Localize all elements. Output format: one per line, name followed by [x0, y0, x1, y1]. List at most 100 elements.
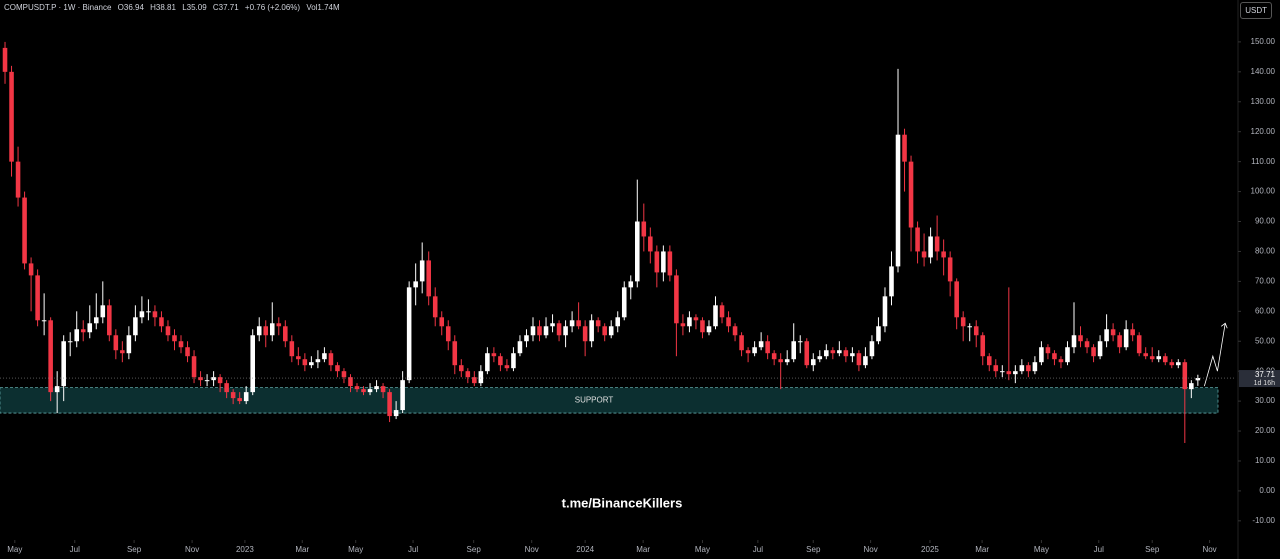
candle-body	[400, 380, 405, 411]
candle-body	[921, 251, 927, 258]
candle-body	[543, 326, 549, 336]
candle-body	[1104, 329, 1109, 342]
candle-body	[582, 326, 588, 342]
candle-body	[302, 359, 308, 366]
x-tick-label: Sep	[806, 545, 821, 554]
candle-body	[1123, 329, 1129, 348]
candle-body	[191, 356, 197, 378]
candle-body	[778, 359, 783, 363]
candle-body	[876, 326, 881, 342]
x-tick-label: Nov	[1202, 545, 1216, 554]
candle-body	[107, 305, 112, 336]
x-tick-label: 2023	[236, 545, 254, 554]
x-tick-label: Mar	[636, 545, 650, 554]
y-tick-label: 80.00	[1255, 247, 1276, 256]
y-tick-label: 140.00	[1251, 67, 1276, 76]
candle-body	[1045, 347, 1051, 354]
candle-body	[824, 350, 829, 357]
x-tick-label: Jul	[408, 545, 418, 554]
x-tick-label: Jul	[70, 545, 80, 554]
candle-body	[700, 320, 705, 333]
candle-body	[1169, 362, 1175, 366]
candle-body	[217, 377, 223, 384]
candle-body	[387, 392, 392, 417]
candle-body	[406, 287, 412, 381]
price-label: 37.71	[1255, 370, 1276, 379]
candle-body	[1065, 347, 1070, 363]
candle-body	[706, 326, 712, 333]
candle-body	[1117, 335, 1122, 348]
candle-body	[61, 341, 66, 387]
candle-body	[993, 365, 999, 372]
candle-body	[1136, 335, 1142, 354]
y-tick-label: 50.00	[1255, 336, 1276, 345]
candle-body	[2, 47, 8, 72]
candle-body	[491, 353, 497, 357]
candle-body	[511, 353, 516, 369]
candle-body	[419, 260, 425, 282]
y-tick-label: 10.00	[1255, 456, 1276, 465]
candle-body	[485, 353, 490, 372]
candle-body	[165, 326, 171, 336]
x-tick-label: May	[7, 545, 22, 554]
candle-body	[732, 326, 738, 336]
volume: Vol1.74M	[306, 3, 340, 12]
x-tick-label: 2025	[921, 545, 939, 554]
candle-body	[159, 317, 164, 327]
candle-body	[22, 197, 27, 264]
candle-body	[432, 296, 438, 318]
candle-body	[1195, 378, 1201, 381]
candle-body	[1078, 335, 1083, 342]
candle-body	[348, 377, 353, 387]
candle-body	[354, 386, 360, 390]
candle-body	[895, 134, 901, 267]
watermark: t.me/BinanceKillers	[562, 495, 683, 510]
candle-body	[908, 161, 914, 228]
candle-body	[1058, 359, 1064, 363]
candle-body	[1162, 356, 1168, 363]
x-tick-label: Jul	[1094, 545, 1104, 554]
candle-body	[472, 377, 477, 384]
candle-body	[1176, 362, 1181, 366]
zone-label: SUPPORT	[575, 395, 614, 404]
y-tick-label: 30.00	[1255, 396, 1276, 405]
candle-body	[380, 386, 386, 393]
x-tick-label: 2024	[576, 545, 594, 554]
candle-body	[452, 341, 458, 366]
candle-body	[93, 317, 99, 324]
candle-body	[517, 341, 523, 354]
candle-body	[100, 305, 106, 318]
candle-body	[641, 221, 647, 237]
candle-body	[67, 341, 73, 343]
projection-arrowhead	[1220, 322, 1228, 329]
candle-body	[296, 356, 301, 360]
candle-body	[1182, 362, 1188, 390]
candle-body	[139, 311, 145, 318]
candle-body	[198, 377, 203, 381]
y-tick-label: -10.00	[1252, 516, 1275, 525]
candle-body	[967, 326, 972, 328]
currency-button[interactable]: USDT	[1240, 2, 1272, 19]
candle-body	[667, 251, 673, 276]
candle-body	[243, 392, 249, 402]
y-tick-label: 100.00	[1251, 187, 1276, 196]
x-tick-label: Nov	[525, 545, 539, 554]
candle-body	[804, 341, 810, 366]
candle-body	[328, 353, 334, 366]
candle-body	[693, 317, 699, 321]
y-tick-label: 110.00	[1251, 157, 1275, 166]
candle-body	[1143, 353, 1148, 357]
candle-body	[719, 305, 725, 318]
candle-body	[498, 356, 503, 366]
candle-body	[87, 323, 93, 333]
candle-body	[126, 335, 132, 354]
candle-body	[374, 386, 379, 390]
candle-body	[48, 320, 53, 393]
candle-body	[621, 287, 627, 318]
candle-body	[41, 320, 47, 322]
x-tick-label: Nov	[864, 545, 878, 554]
candle-body	[361, 389, 366, 393]
candle-body	[256, 326, 262, 336]
candle-body	[752, 347, 757, 354]
